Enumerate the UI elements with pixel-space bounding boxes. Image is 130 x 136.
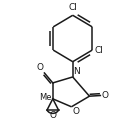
Text: O: O	[72, 107, 79, 116]
Text: Cl: Cl	[68, 3, 77, 12]
Text: Cl: Cl	[94, 46, 103, 55]
Text: Me: Me	[39, 93, 51, 102]
Text: O: O	[49, 111, 56, 120]
Text: N: N	[73, 67, 80, 76]
Text: O: O	[36, 63, 43, 72]
Text: O: O	[101, 91, 108, 100]
